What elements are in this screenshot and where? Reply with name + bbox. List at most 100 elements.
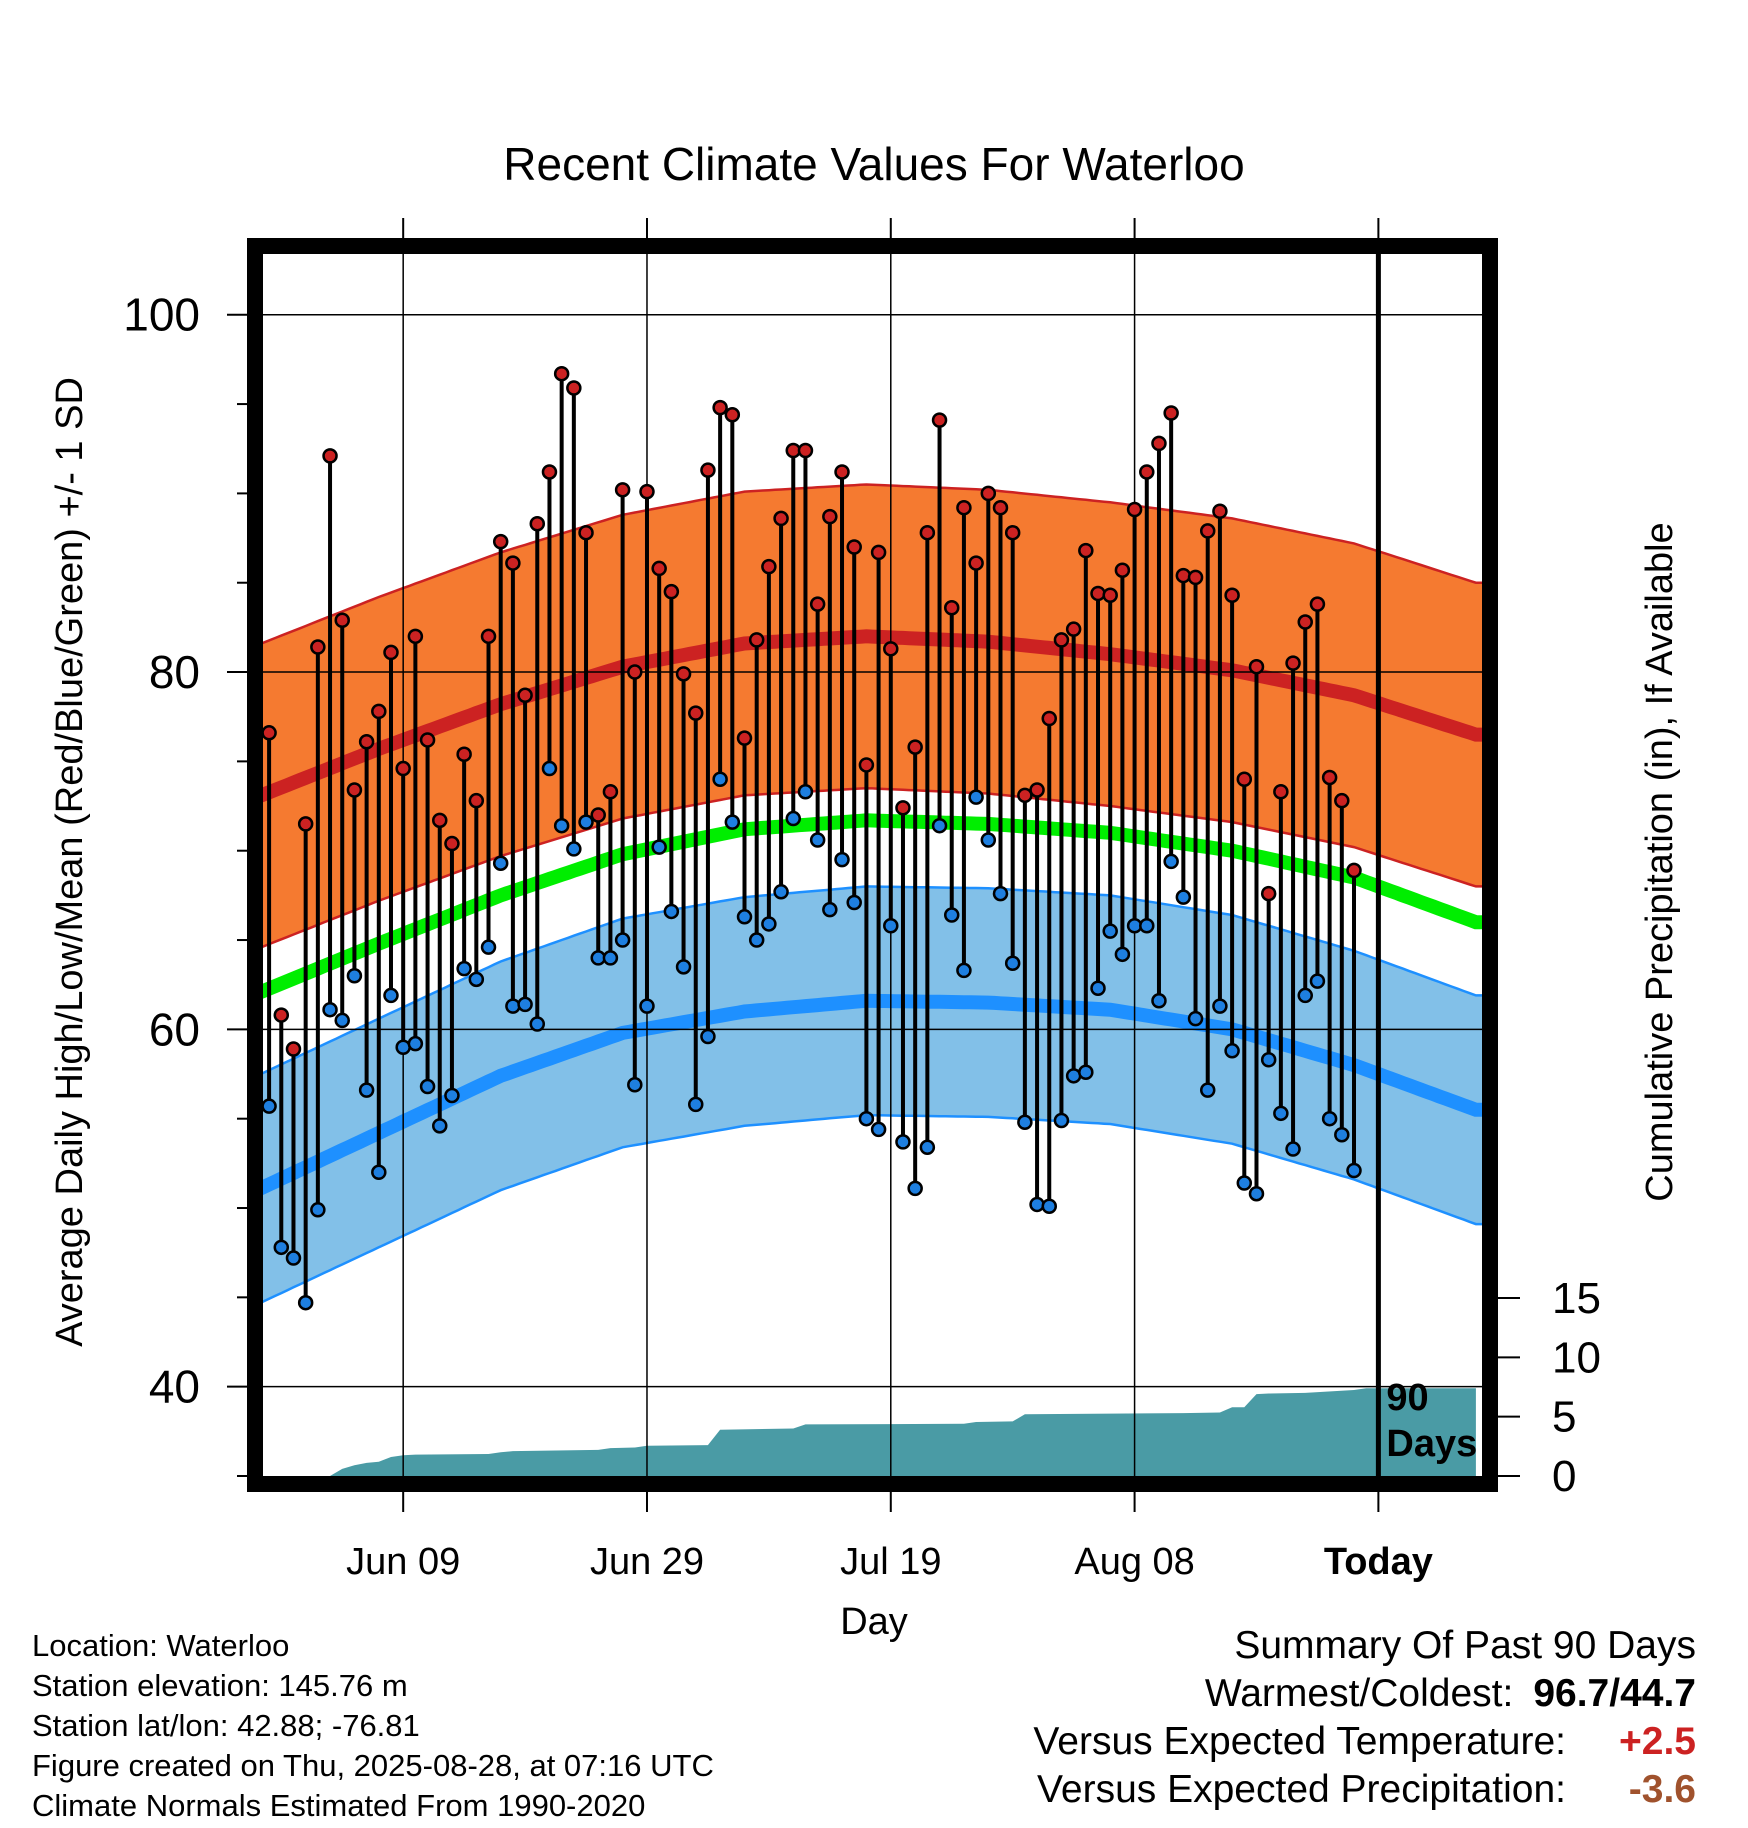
daily-high-point [566, 380, 582, 396]
daily-high-point [968, 555, 984, 571]
daily-high-point [614, 482, 631, 498]
daily-low-point [651, 839, 667, 855]
daily-high-point [724, 407, 741, 423]
daily-low-point [919, 1139, 936, 1156]
daily-high-point [1102, 587, 1118, 603]
info-elevation: Station elevation: 145.76 m [32, 1668, 408, 1703]
daily-low-point [310, 1202, 326, 1218]
daily-low-point [346, 968, 363, 984]
daily-low-point [1029, 1196, 1045, 1213]
daily-high-point [1126, 501, 1143, 518]
daily-low-point [1321, 1110, 1338, 1127]
daily-low-point [627, 1076, 643, 1093]
daily-low-point [797, 784, 814, 800]
y2-tick-label: 15 [1552, 1274, 1601, 1323]
summary-temp: Versus Expected Temperature: +2.5 [1033, 1718, 1696, 1766]
plot-frame [247, 238, 1498, 1492]
daily-high-point [1285, 655, 1301, 671]
daily-low-point [419, 1078, 436, 1095]
warm-cold-value: 96.7/44.7 [1533, 1672, 1696, 1715]
daily-high-point [675, 666, 692, 682]
y2-tick-label: 0 [1552, 1452, 1576, 1501]
daily-high-point [907, 739, 923, 755]
summary-panel: Summary Of Past 90 Days Warmest/Coldest:… [1033, 1622, 1696, 1814]
daily-low-point [809, 832, 826, 848]
daily-high-point [1017, 787, 1033, 804]
daily-low-point [931, 817, 948, 834]
daily-low-point [834, 851, 850, 868]
y-tick-label: 100 [123, 289, 200, 341]
daily-high-point [1224, 587, 1240, 603]
daily-high-point [517, 687, 533, 704]
daily-low-point [846, 894, 862, 911]
daily-low-point [700, 1028, 716, 1045]
daily-high-point [553, 365, 570, 382]
daily-low-point [687, 1096, 704, 1113]
daily-low-point [456, 960, 472, 977]
daily-high-point [456, 746, 472, 762]
daily-high-point [263, 725, 277, 741]
daily-high-point [480, 628, 497, 645]
daily-low-point [297, 1294, 314, 1311]
daily-high-point [1029, 782, 1045, 798]
daily-high-point [371, 703, 387, 720]
daily-high-point [310, 639, 326, 655]
daily-low-point [1041, 1198, 1058, 1214]
daily-high-point [590, 807, 606, 823]
daily-high-point [822, 508, 838, 525]
daily-high-point [273, 1007, 290, 1023]
info-latlon: Station lat/lon: 42.88; -76.81 [32, 1708, 420, 1743]
daily-low-point [1102, 923, 1118, 939]
daily-low-point [1187, 1010, 1204, 1027]
daily-low-point [1151, 993, 1167, 1009]
daily-low-point [1260, 1051, 1277, 1068]
daily-low-point [383, 987, 399, 1004]
warm-cold-label: Warmest/Coldest: [1204, 1672, 1514, 1715]
x-tick-label: Jul 19 [840, 1541, 941, 1583]
today-window-label: Days [1386, 1423, 1477, 1465]
summary-warm-cold: Warmest/Coldest: 96.7/44.7 [1033, 1670, 1696, 1718]
low-sd-band [263, 886, 1482, 1302]
daily-high-point [883, 641, 899, 657]
temp-value: +2.5 [1619, 1720, 1696, 1763]
low-sd-upper [263, 885, 1482, 1075]
daily-low-point [992, 885, 1009, 902]
daily-low-point [505, 998, 521, 1014]
daily-high-point [1236, 771, 1253, 787]
daily-high-point [1334, 792, 1350, 809]
daily-low-point [444, 1087, 460, 1104]
daily-low-point [895, 1134, 911, 1150]
station-info: Location: Waterloo Station elevation: 14… [32, 1626, 714, 1826]
daily-high-point [444, 835, 460, 852]
daily-high-point [432, 812, 448, 829]
daily-high-point [809, 596, 826, 612]
daily-high-point [639, 483, 655, 500]
daily-low-point [602, 950, 619, 966]
daily-low-point [468, 971, 485, 988]
daily-low-point [956, 962, 972, 979]
daily-high-point [627, 664, 643, 680]
daily-high-point [358, 733, 375, 750]
daily-low-point [322, 1001, 338, 1018]
daily-low-point [883, 917, 899, 934]
daily-high-point [846, 539, 862, 555]
daily-low-point [822, 901, 838, 918]
daily-low-point [578, 814, 594, 830]
daily-low-point [529, 1016, 546, 1032]
daily-high-point [395, 760, 411, 777]
daily-low-point [480, 939, 497, 955]
daily-high-point [919, 524, 936, 541]
daily-low-point [1273, 1105, 1289, 1122]
daily-low-point [492, 855, 509, 871]
daily-high-point [529, 516, 546, 532]
daily-low-point [870, 1121, 887, 1138]
y2-tick-label: 10 [1552, 1333, 1601, 1382]
daily-high-point [1199, 523, 1216, 539]
daily-low-point [968, 789, 984, 805]
daily-high-point [578, 524, 594, 541]
y-tick-label: 80 [149, 646, 200, 698]
y2-axis-label: Cumulative Precipitation (in), If Availa… [1639, 522, 1681, 1201]
daily-low-point [639, 998, 655, 1014]
daily-low-point [1114, 946, 1131, 963]
